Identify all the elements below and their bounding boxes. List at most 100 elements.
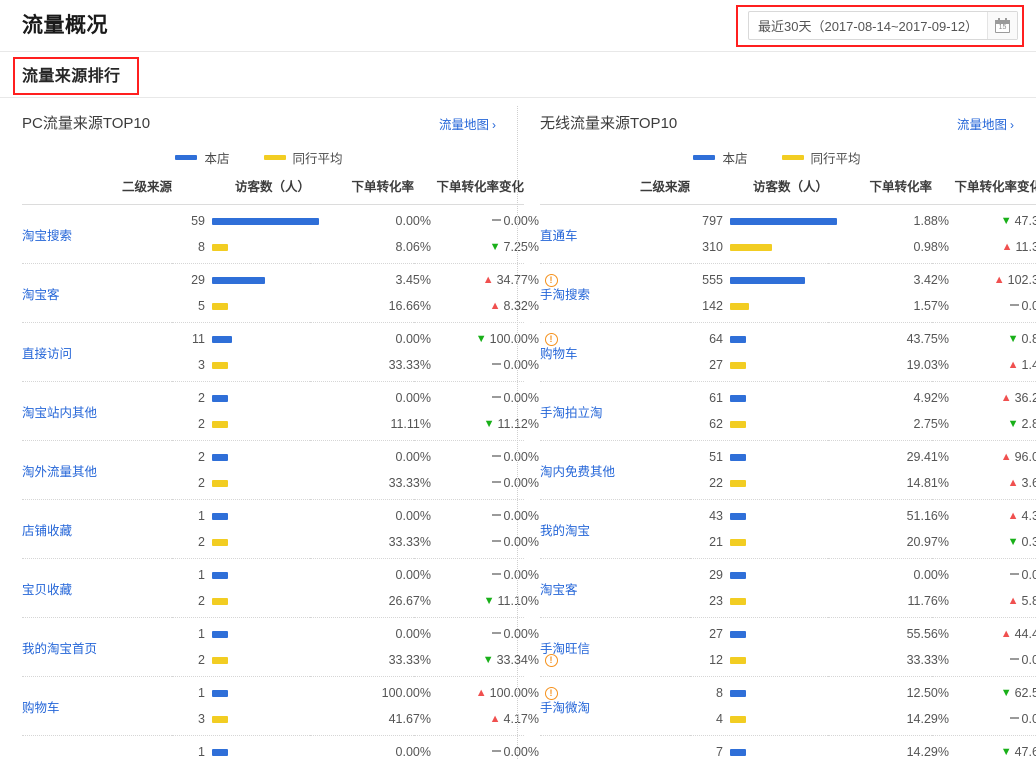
visitor-bar-wrap <box>212 243 327 251</box>
source-name-link[interactable]: 购物车 <box>540 322 690 382</box>
visitor-bar-self <box>212 276 265 284</box>
visitor-count: 1 <box>198 509 205 523</box>
source-name-link[interactable]: 手淘搜索 <box>540 263 690 323</box>
source-name-link[interactable]: 宝贝收藏 <box>22 558 172 618</box>
source-name-link[interactable]: 手淘问大家 <box>540 735 690 760</box>
visitor-bar-wrap <box>730 689 845 697</box>
table-row[interactable]: 其他10.00%0.00%233.33%0.00% <box>22 735 539 760</box>
change-value: 0.00% <box>503 745 539 759</box>
source-name-link[interactable]: 淘外流量其他 <box>22 440 172 500</box>
conversion-rate: 100.00% <box>381 686 431 700</box>
source-name-link[interactable]: 我的淘宝首页 <box>22 617 172 677</box>
source-name-link[interactable]: 淘宝客 <box>540 558 690 618</box>
source-name-link[interactable]: 直通车 <box>540 204 690 264</box>
legend-wireless: 本店 同行平均 <box>540 144 1014 170</box>
visitor-bar-self <box>730 748 746 756</box>
tab-annotation-box <box>13 57 139 95</box>
conversion-rate: 2.75% <box>913 417 949 431</box>
visitor-bar-wrap <box>730 512 845 520</box>
flat-dash-icon <box>491 631 501 635</box>
conversion-rate-change: 0.00% <box>431 627 541 641</box>
source-name-link[interactable]: 手淘旺信 <box>540 617 690 677</box>
conversion-rate: 1.57% <box>913 299 949 313</box>
table-row[interactable]: 我的淘宝首页 1 0.00% 0.00% 2 33.33% ▼ 33.34%! <box>22 617 558 677</box>
source-name-link[interactable]: 购物车 <box>22 676 172 736</box>
metric-pair: 2 0.00% 0.00% 2 11.11% ▼ 11.12% <box>172 385 539 437</box>
source-name-link[interactable]: 手淘拍立淘 <box>540 381 690 441</box>
visitor-count: 1 <box>198 686 205 700</box>
conversion-rate: 0.00% <box>395 391 431 405</box>
arrow-up-icon: ▲ <box>1007 358 1019 371</box>
visitor-count: 29 <box>709 568 723 582</box>
conversion-rate: 0.00% <box>395 450 431 464</box>
conversion-rate: 3.45% <box>395 273 431 287</box>
metric-line-peer: 12 33.33% 0.00% <box>690 647 1036 673</box>
table-row[interactable]: 淘宝客 29 3.45% ▲ 34.77%! 5 16.66% ▲ 8.32% <box>22 263 558 323</box>
tab-traffic-source-ranking[interactable]: 流量来源排行 <box>22 68 121 85</box>
metric-line-peer: 3 33.33% 0.00% <box>172 352 539 378</box>
table-row[interactable]: 淘外流量其他 2 0.00% 0.00% 2 33.33% 0.00% <box>22 440 539 500</box>
row-metrics: 1 0.00% 0.00% 2 33.33% 0.00% <box>172 499 539 559</box>
table-row[interactable]: 淘宝搜索 59 0.00% 0.00% 8 8.06% ▼ 7.25% <box>22 204 539 264</box>
visitor-count: 2 <box>198 391 205 405</box>
source-name-link[interactable]: 店铺收藏 <box>22 499 172 559</box>
source-name-link[interactable]: 淘内免费其他 <box>540 440 690 500</box>
conversion-rate-change: 0.00% <box>949 712 1036 726</box>
table-row[interactable]: 手淘问大家714.29%▼47.60%!1013.33%▲5.79% <box>540 735 1036 760</box>
change-value: 0.00% <box>503 358 539 372</box>
metric-pair: 812.50%▼62.50%!414.29%0.00% <box>690 680 1036 732</box>
arrow-up-icon: ▲ <box>1000 391 1012 404</box>
conversion-rate-change: 0.00% <box>949 299 1036 313</box>
table-row[interactable]: 购物车 1 100.00% ▲ 100.00%! 3 41.67% ▲ 4.17% <box>22 676 558 736</box>
visitor-bar-self <box>212 453 228 461</box>
metric-pair: 714.29%▼47.60%!1013.33%▲5.79% <box>690 739 1036 760</box>
change-value: 0.00% <box>503 476 539 490</box>
visitor-bar-peer <box>212 361 228 369</box>
traffic-map-link-pc[interactable]: 流量地图 › <box>439 114 496 133</box>
conversion-rate-change: 0.00% <box>431 214 541 228</box>
calendar-button[interactable]: 15 <box>987 12 1018 39</box>
source-name-link[interactable]: 其他 <box>22 735 172 760</box>
source-name-link[interactable]: 淘宝搜索 <box>22 204 172 264</box>
panel-pc: PC流量来源TOP10 流量地图 › 本店 同行平均 二级来源 <box>0 98 558 760</box>
source-name-link[interactable]: 淘宝站内其他 <box>22 381 172 441</box>
table-row[interactable]: 店铺收藏 1 0.00% 0.00% 2 33.33% 0.00% <box>22 499 539 559</box>
visitor-bar-self <box>730 630 746 638</box>
table-row[interactable]: 宝贝收藏 1 0.00% 0.00% 2 26.67% ▼ 11.10% <box>22 558 539 618</box>
visitor-bar-wrap <box>730 656 845 664</box>
conversion-rate: 51.16% <box>906 509 949 523</box>
traffic-map-link-wireless[interactable]: 流量地图 › <box>957 114 1014 133</box>
change-value: 11.10% <box>497 594 539 608</box>
visitor-count: 27 <box>709 627 723 641</box>
table-row[interactable]: 淘宝站内其他 2 0.00% 0.00% 2 11.11% ▼ 11.12% <box>22 381 539 441</box>
row-metrics: 1 0.00% 0.00% 2 33.33% ▼ 33.34%! <box>172 617 558 677</box>
source-name-link[interactable]: 手淘微淘 <box>540 676 690 736</box>
source-name-link[interactable]: 淘宝客 <box>22 263 172 323</box>
chevron-right-icon: › <box>492 118 496 132</box>
date-range-picker[interactable]: 最近30天（2017-08-14~2017-09-12） 15 <box>748 11 1019 40</box>
source-name-link[interactable]: 我的淘宝 <box>540 499 690 559</box>
table-row[interactable]: 直接访问 11 0.00% ▼ 100.00%! 3 33.33% 0.00% <box>22 322 558 382</box>
change-value: 0.00% <box>503 568 539 582</box>
source-name-link[interactable]: 直接访问 <box>22 322 172 382</box>
metric-line-peer: 8 8.06% ▼ 7.25% <box>172 234 539 260</box>
change-value: 0.00% <box>1021 653 1036 667</box>
